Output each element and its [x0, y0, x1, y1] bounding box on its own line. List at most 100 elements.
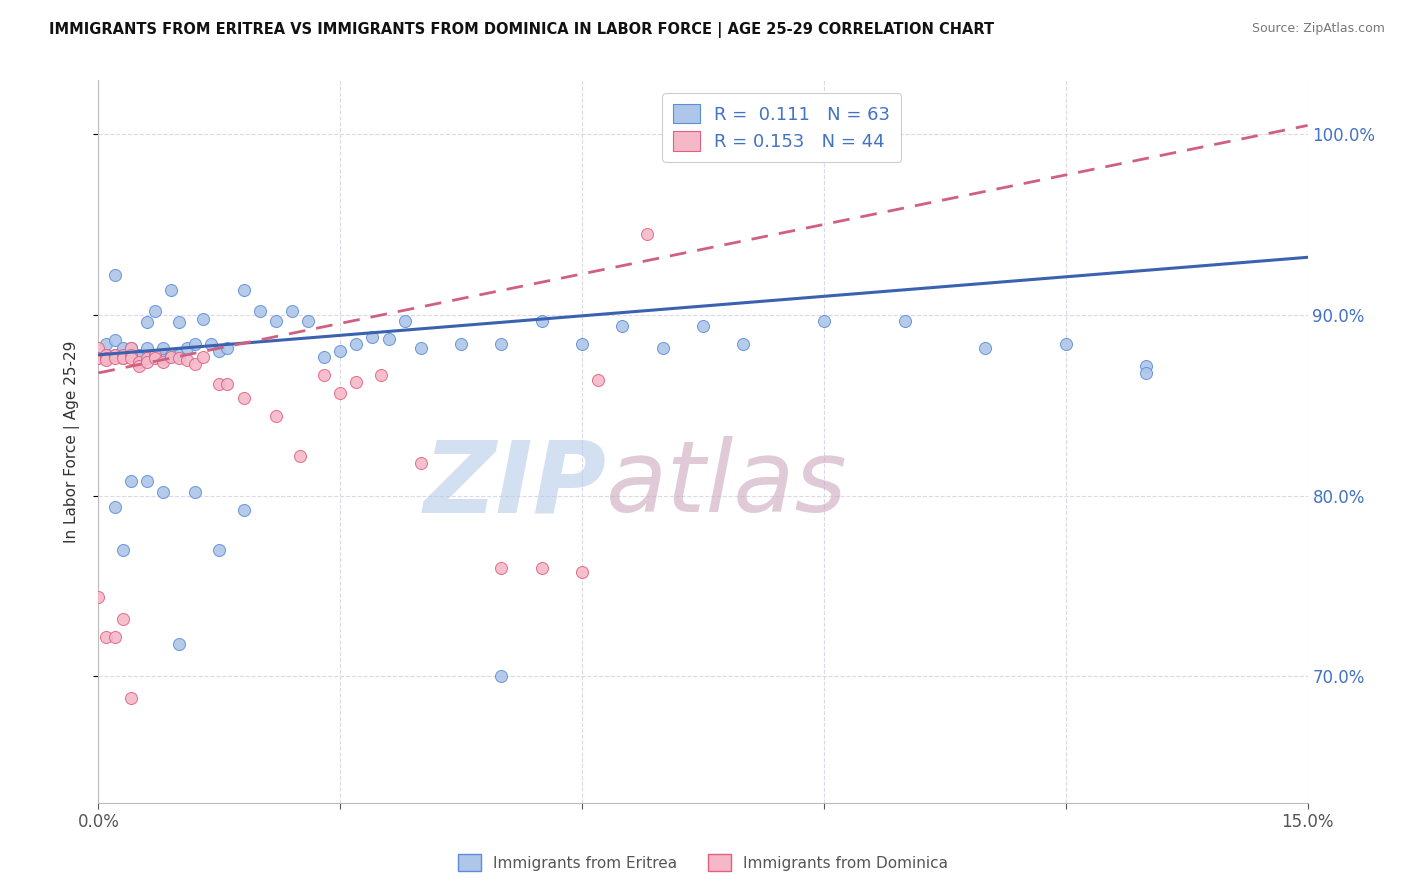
Point [111, 348, 134, 362]
Point [167, 351, 190, 366]
Point [184, 357, 207, 371]
Point [530, 313, 553, 327]
Point [96, 348, 118, 362]
Point [176, 353, 198, 368]
Point [103, 348, 125, 362]
Point [491, 561, 513, 575]
Point [217, 376, 239, 391]
Text: Source: ZipAtlas.com: Source: ZipAtlas.com [1251, 22, 1385, 36]
Point [264, 313, 287, 327]
Text: ZIP: ZIP [423, 436, 606, 533]
Point [111, 611, 134, 625]
Point [87, 341, 110, 355]
Point [111, 542, 134, 557]
Point [120, 348, 142, 362]
Point [128, 348, 150, 362]
Point [193, 350, 215, 364]
Point [281, 304, 304, 318]
Point [160, 283, 183, 297]
Point [208, 376, 231, 391]
Point [612, 318, 634, 333]
Point [193, 311, 215, 326]
Point [103, 334, 125, 348]
Point [409, 456, 432, 470]
Point [103, 351, 125, 366]
Y-axis label: In Labor Force | Age 25-29: In Labor Force | Age 25-29 [65, 341, 80, 542]
Point [530, 561, 553, 575]
Point [184, 337, 207, 351]
Point [297, 313, 319, 327]
Point [1135, 366, 1157, 380]
Point [377, 332, 399, 346]
Point [636, 227, 658, 241]
Point [135, 341, 157, 355]
Point [176, 341, 198, 355]
Point [160, 350, 183, 364]
Point [208, 344, 231, 359]
Point [491, 337, 513, 351]
Point [692, 318, 714, 333]
Point [120, 475, 142, 489]
Point [361, 330, 384, 344]
Point [288, 449, 311, 463]
Point [152, 485, 174, 500]
Point [329, 385, 352, 400]
Text: atlas: atlas [606, 436, 848, 533]
Point [249, 304, 271, 318]
Point [143, 348, 166, 362]
Point [96, 630, 118, 644]
Point [96, 348, 118, 362]
Point [120, 351, 142, 366]
Point [329, 344, 352, 359]
Point [571, 565, 593, 579]
Point [1054, 337, 1077, 351]
Point [208, 542, 231, 557]
Point [135, 351, 157, 366]
Point [571, 337, 593, 351]
Point [491, 669, 513, 683]
Point [232, 391, 254, 405]
Point [450, 337, 472, 351]
Point [103, 630, 125, 644]
Point [120, 348, 142, 362]
Point [152, 355, 174, 369]
Point [232, 283, 254, 297]
Point [344, 375, 367, 389]
Point [394, 313, 416, 327]
Point [167, 637, 190, 651]
Point [314, 350, 336, 364]
Point [200, 337, 222, 351]
Point [96, 351, 118, 366]
Point [264, 409, 287, 424]
Text: IMMIGRANTS FROM ERITREA VS IMMIGRANTS FROM DOMINICA IN LABOR FORCE | AGE 25-29 C: IMMIGRANTS FROM ERITREA VS IMMIGRANTS FR… [49, 22, 994, 38]
Point [135, 475, 157, 489]
Point [217, 341, 239, 355]
Point [651, 341, 673, 355]
Point [103, 500, 125, 514]
Point [160, 348, 183, 362]
Point [111, 351, 134, 366]
Point [974, 341, 997, 355]
Point [135, 355, 157, 369]
Point [143, 304, 166, 318]
Point [128, 351, 150, 366]
Point [344, 337, 367, 351]
Point [96, 337, 118, 351]
Point [128, 355, 150, 369]
Legend: R =  0.111   N = 63, R = 0.153   N = 44: R = 0.111 N = 63, R = 0.153 N = 44 [662, 93, 901, 161]
Point [120, 691, 142, 706]
Point [120, 341, 142, 355]
Point [167, 315, 190, 329]
Point [167, 348, 190, 362]
Point [184, 485, 207, 500]
Point [409, 341, 432, 355]
Point [733, 337, 755, 351]
Point [111, 341, 134, 355]
Point [87, 590, 110, 604]
Point [103, 348, 125, 362]
Point [893, 313, 915, 327]
Point [120, 341, 142, 355]
Point [111, 351, 134, 366]
Legend: Immigrants from Eritrea, Immigrants from Dominica: Immigrants from Eritrea, Immigrants from… [451, 848, 955, 877]
Point [1135, 359, 1157, 373]
